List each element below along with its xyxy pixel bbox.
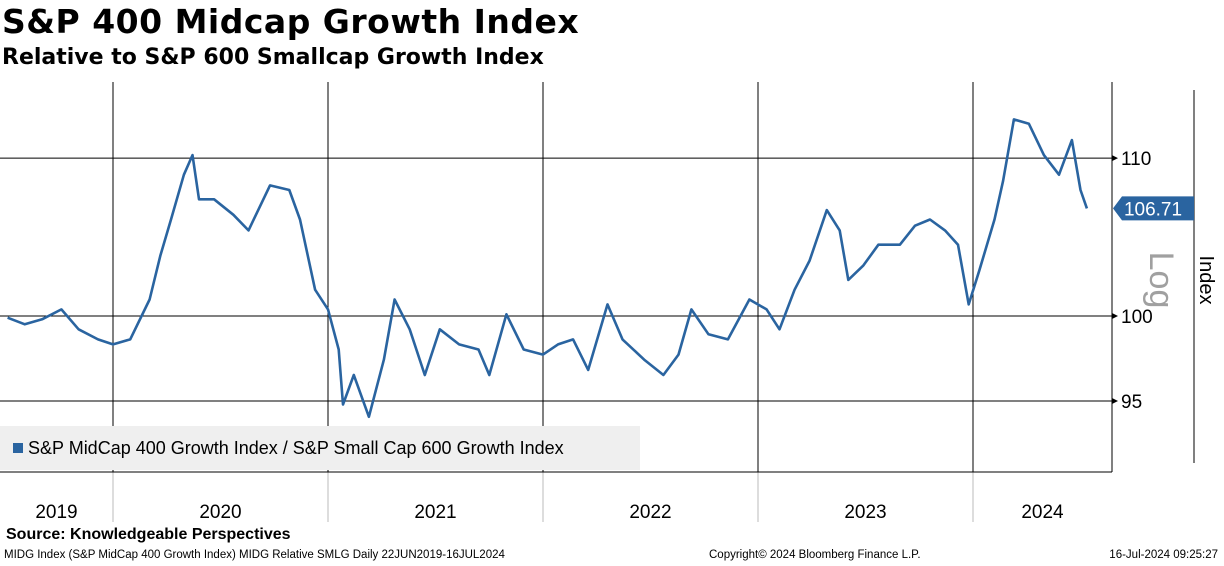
y-tick-mark — [1112, 397, 1118, 404]
log-scale-label: Log — [1142, 252, 1180, 309]
footer-left: MIDG Index (S&P MidCap 400 Growth Index)… — [4, 549, 505, 561]
x-tick-label: 2020 — [199, 502, 241, 523]
chart-subtitle: Relative to S&P 600 Smallcap Growth Inde… — [2, 45, 544, 70]
legend: S&P MidCap 400 Growth Index / S&P Small … — [0, 426, 640, 470]
series-line — [7, 118, 1089, 419]
y-tick-label: 110 — [1121, 149, 1151, 170]
y-tick-label: 95 — [1121, 392, 1142, 413]
source-note: Source: Knowledgeable Perspectives — [6, 526, 291, 543]
last-value-badge — [1113, 196, 1194, 221]
legend-swatch — [13, 443, 23, 453]
legend-label: S&P MidCap 400 Growth Index / S&P Small … — [28, 438, 564, 458]
y-tick-mark — [1112, 313, 1118, 319]
last-value-label: 106.71 — [1124, 199, 1182, 220]
footer-copyright: Copyright© 2024 Bloomberg Finance L.P. — [709, 549, 921, 561]
chart-title: S&P 400 Midcap Growth Index — [2, 2, 580, 41]
y-axis-label: Index — [1195, 256, 1217, 305]
x-tick-label: 2023 — [844, 502, 886, 523]
footer-timestamp: 16-Jul-2024 09:25:27 — [1109, 549, 1218, 561]
y-tick-mark — [1112, 155, 1118, 162]
y-tick-label: 100 — [1121, 307, 1153, 328]
x-tick-label: 2024 — [1021, 502, 1064, 523]
x-tick-label: 2021 — [414, 502, 456, 523]
x-tick-label: 2019 — [35, 502, 77, 523]
x-tick-label: 2022 — [629, 502, 671, 523]
